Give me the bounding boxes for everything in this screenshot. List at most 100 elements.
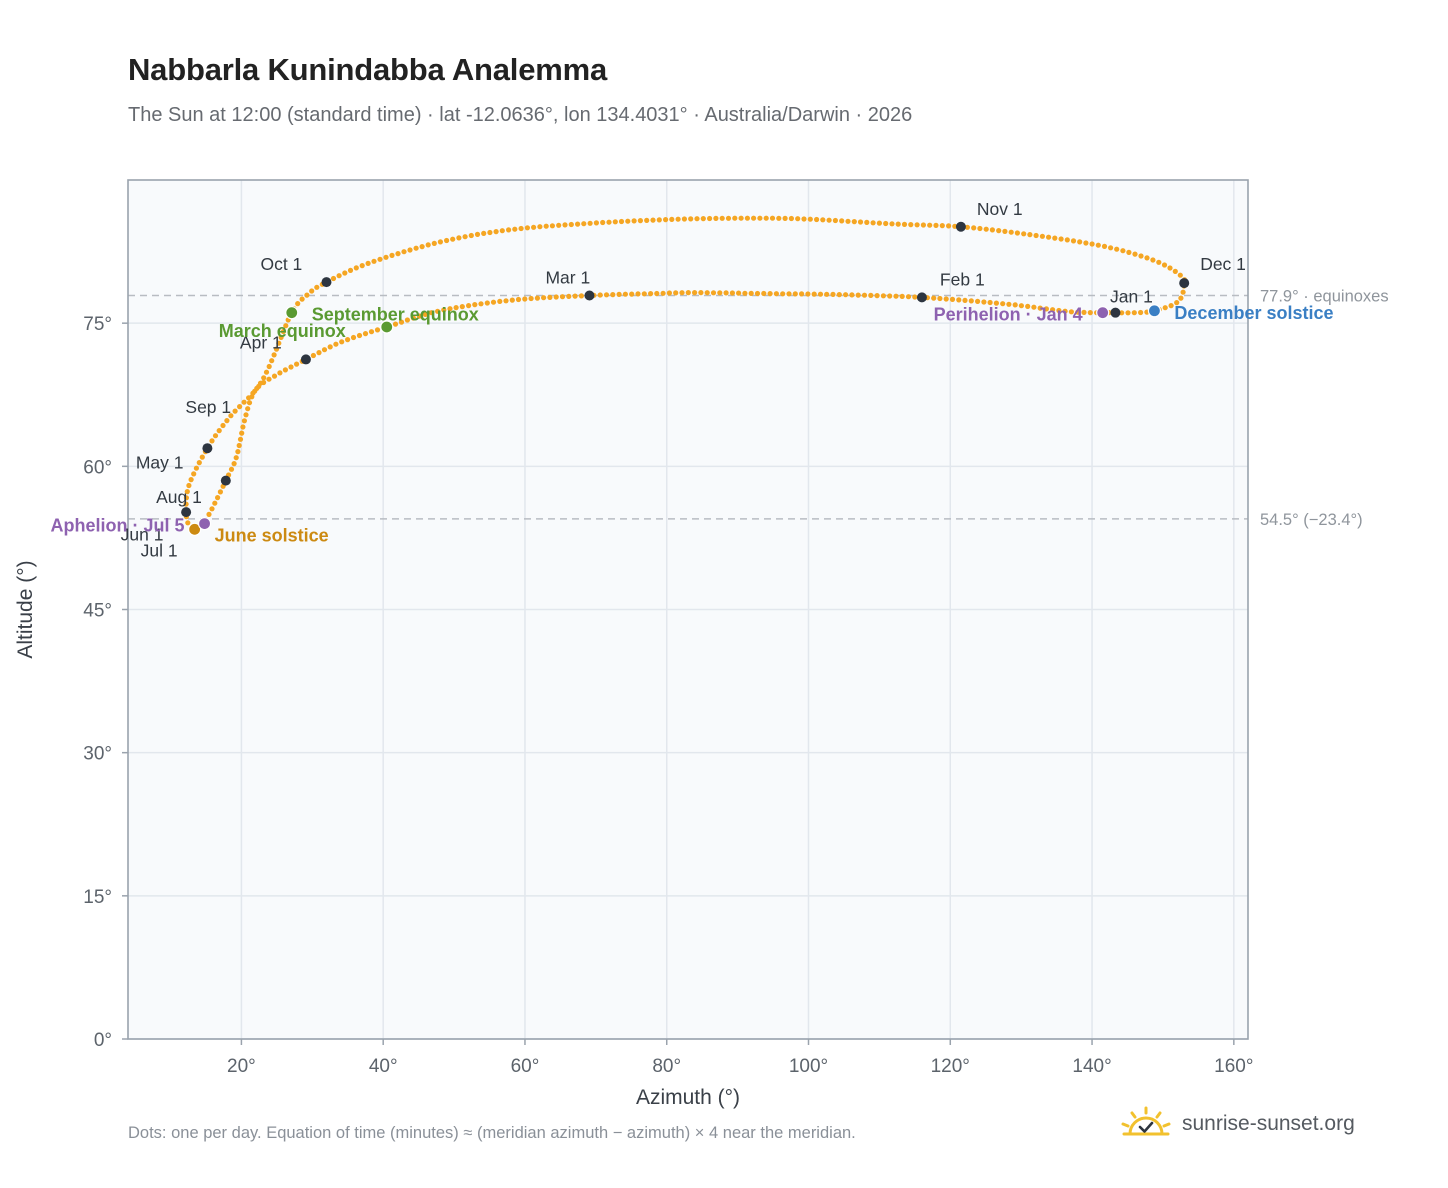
x-tick-label: 100°: [789, 1056, 828, 1077]
daily-dot: [1162, 305, 1168, 311]
daily-dot: [849, 292, 855, 298]
event-marker: [197, 516, 212, 531]
event-marker: [380, 320, 394, 334]
daily-dot: [444, 237, 450, 244]
daily-dot: [962, 297, 968, 303]
daily-dot: [637, 218, 644, 224]
daily-dot: [209, 438, 215, 444]
daily-dot: [336, 273, 342, 279]
daily-dot: [845, 218, 851, 224]
x-tick-label: 80°: [652, 1056, 681, 1077]
daily-dot: [660, 290, 666, 296]
daily-dot: [472, 302, 478, 308]
daily-dot: [276, 340, 282, 346]
month-label: Apr 1: [240, 332, 282, 352]
daily-dot: [710, 290, 717, 296]
daily-dot: [250, 390, 256, 396]
daily-dot: [675, 216, 681, 222]
daily-dot: [534, 295, 541, 301]
daily-dot: [462, 234, 468, 240]
daily-dot: [506, 227, 512, 233]
daily-dot: [261, 375, 267, 381]
daily-dot: [707, 215, 713, 222]
daily-dot: [422, 311, 428, 317]
daily-dot: [509, 297, 515, 303]
daily-dot: [503, 298, 509, 304]
daily-dot: [553, 294, 559, 300]
brand-link[interactable]: sunrise-sunset.org: [1182, 1112, 1355, 1135]
x-tick-label: 160°: [1214, 1056, 1253, 1077]
daily-dot: [776, 215, 782, 221]
daily-dot: [830, 291, 836, 297]
daily-dot: [673, 290, 679, 296]
daily-dot: [629, 291, 635, 297]
daily-dot: [1156, 259, 1162, 265]
x-tick-label: 40°: [369, 1056, 398, 1077]
y-tick-label: 60°: [83, 457, 112, 478]
daily-dot: [826, 217, 832, 223]
daily-dot: [350, 334, 357, 341]
daily-dot: [450, 236, 456, 242]
daily-dot: [874, 293, 880, 299]
daily-dot: [371, 258, 377, 264]
daily-dot: [193, 465, 199, 471]
daily-dot: [310, 352, 316, 359]
daily-dot: [1081, 309, 1087, 315]
daily-dot: [612, 219, 618, 225]
daily-dot: [1012, 302, 1018, 308]
y-tick-label: 45°: [83, 601, 112, 622]
daily-dot: [883, 220, 889, 227]
daily-dot: [566, 293, 572, 299]
daily-dot: [1039, 233, 1045, 239]
daily-dot: [694, 216, 700, 222]
event-label: Aphelion · Jul 5: [51, 516, 185, 536]
daily-dot: [751, 215, 757, 221]
daily-dot: [937, 295, 943, 302]
daily-dot: [971, 225, 977, 231]
daily-dot: [757, 215, 763, 221]
daily-dot: [466, 303, 472, 309]
x-tick-label: 140°: [1072, 1056, 1111, 1077]
daily-dot: [453, 305, 459, 311]
month-label: Mar 1: [545, 267, 590, 287]
daily-dot: [729, 290, 736, 296]
daily-dot: [478, 301, 484, 307]
daily-dot: [416, 313, 422, 319]
daily-dot: [556, 222, 562, 228]
daily-dot: [704, 290, 710, 296]
daily-dot: [269, 358, 275, 364]
daily-dot: [575, 221, 581, 227]
daily-dot: [622, 291, 629, 297]
daily-dot: [456, 235, 462, 241]
daily-dot: [920, 222, 927, 228]
daily-dot: [786, 291, 792, 297]
daily-dot: [1068, 309, 1074, 315]
daily-dot: [330, 275, 337, 282]
brand[interactable]: sunrise-sunset.org: [1120, 1104, 1355, 1144]
daily-dot: [836, 292, 842, 298]
daily-dot: [1125, 310, 1131, 316]
daily-dot: [606, 219, 612, 225]
month-marker: [300, 354, 311, 365]
daily-dot: [186, 482, 192, 489]
month-marker: [202, 443, 213, 454]
daily-dot: [914, 222, 920, 228]
daily-dot: [241, 399, 247, 405]
daily-dot: [943, 296, 949, 302]
axes: 20° 40° 60° 80° 100° 120° 140° 160° 0° 15° 30° 45° 6…: [14, 314, 1253, 1109]
daily-dot: [342, 270, 348, 276]
daily-dot: [410, 315, 416, 321]
daily-dot: [855, 292, 861, 298]
daily-dot: [425, 242, 431, 248]
daily-dot: [572, 293, 578, 299]
daily-dot: [183, 501, 189, 507]
daily-dot: [901, 221, 908, 227]
daily-dot: [497, 298, 503, 304]
daily-dot: [537, 224, 543, 230]
event-label: Perihelion · Jan 4: [934, 305, 1083, 325]
daily-dot: [374, 327, 381, 333]
daily-dot: [905, 294, 912, 300]
daily-dot: [977, 225, 983, 232]
month-marker: [220, 475, 231, 486]
marker-labels: Jan 1 Feb 1 Mar 1 Apr 1 May 1 Jul 1 Aug 1 Sep 1…: [51, 199, 1334, 561]
